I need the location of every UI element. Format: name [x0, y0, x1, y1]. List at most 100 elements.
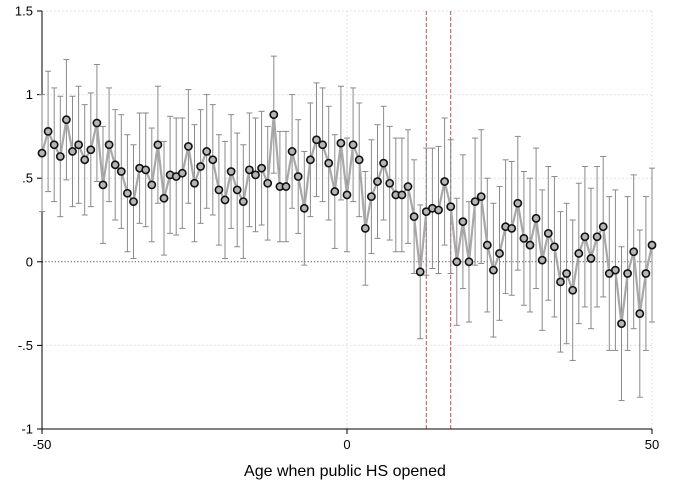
y-tick-label: .5 — [22, 171, 33, 186]
data-point — [550, 242, 559, 252]
data-point — [458, 217, 468, 227]
data-point — [592, 232, 602, 242]
data-points — [37, 110, 657, 329]
data-point — [574, 249, 584, 258]
data-point — [299, 203, 309, 213]
data-point — [269, 110, 279, 120]
data-point — [263, 178, 273, 188]
data-point — [348, 140, 358, 150]
data-point — [196, 162, 205, 171]
data-point — [434, 205, 443, 215]
data-point — [482, 240, 492, 250]
data-point — [635, 309, 645, 319]
data-point — [446, 202, 456, 212]
data-point — [183, 142, 193, 151]
data-point — [507, 223, 517, 233]
data-point — [281, 182, 291, 191]
data-point — [525, 240, 535, 250]
data-point — [409, 212, 419, 222]
data-point — [641, 269, 651, 278]
data-point — [202, 147, 212, 156]
data-point — [251, 170, 260, 180]
data-point — [568, 285, 578, 295]
data-point — [415, 267, 425, 277]
data-point — [37, 148, 47, 158]
y-tick-label: 1.5 — [15, 4, 33, 19]
data-point — [531, 213, 541, 223]
data-point — [312, 135, 321, 145]
y-tick-label: -.5 — [18, 338, 33, 353]
data-point — [55, 152, 65, 161]
data-point — [141, 165, 151, 175]
data-point — [287, 147, 297, 156]
x-tick-label: -50 — [33, 437, 52, 452]
data-point — [43, 126, 53, 136]
data-point — [452, 257, 462, 267]
data-point — [257, 163, 266, 173]
data-point — [110, 160, 120, 170]
data-point — [476, 192, 486, 201]
data-point — [403, 182, 413, 191]
data-point — [74, 140, 83, 150]
data-point — [232, 185, 242, 195]
data-point — [92, 118, 102, 128]
data-point — [324, 158, 334, 168]
data-point — [629, 247, 639, 257]
data-point — [373, 177, 382, 186]
data-point — [543, 228, 553, 238]
data-point — [580, 232, 590, 242]
data-point — [385, 178, 395, 188]
data-point — [611, 265, 620, 275]
data-point — [586, 254, 596, 263]
data-point — [129, 197, 138, 207]
data-point — [153, 140, 163, 150]
data-point — [220, 195, 230, 205]
data-point — [598, 222, 608, 232]
data-point — [617, 319, 626, 329]
data-point — [519, 233, 529, 243]
data-point — [354, 155, 364, 165]
data-point — [495, 249, 504, 258]
x-axis-title: Age when public HS opened — [244, 463, 446, 480]
data-point — [318, 140, 327, 150]
y-tick-label: 0 — [26, 254, 33, 269]
data-point — [86, 145, 96, 155]
data-point — [123, 188, 132, 198]
data-point — [440, 177, 449, 186]
y-tick-label: 1 — [26, 87, 33, 102]
data-point — [360, 223, 370, 233]
x-tick-label: 0 — [343, 437, 350, 452]
data-point — [470, 197, 480, 207]
data-point — [397, 190, 407, 200]
data-point — [464, 257, 474, 267]
data-point — [305, 155, 315, 165]
data-point — [562, 269, 571, 278]
axes — [37, 10, 653, 434]
data-point — [68, 147, 77, 156]
reference-lines — [42, 11, 652, 429]
tick-labels: -1 -.5 0 .5 1 1.5 -50 0 50 — [15, 4, 659, 453]
data-point — [342, 190, 352, 200]
data-point — [226, 167, 236, 176]
data-point — [238, 197, 248, 207]
data-point — [104, 140, 114, 150]
data-point — [488, 265, 498, 275]
data-point — [537, 255, 547, 265]
data-point — [49, 140, 59, 150]
data-point — [379, 158, 388, 168]
x-tick-label: 50 — [645, 437, 659, 452]
data-point — [244, 165, 254, 175]
data-point — [336, 138, 346, 148]
data-point — [366, 192, 376, 201]
data-point — [116, 167, 126, 176]
data-point — [330, 187, 340, 196]
data-point — [214, 185, 224, 195]
y-tick-label: -1 — [21, 422, 33, 437]
data-point — [159, 193, 169, 203]
data-point — [513, 198, 523, 208]
data-point — [647, 240, 657, 250]
data-point — [556, 277, 565, 287]
data-point — [623, 269, 632, 278]
data-point — [190, 178, 199, 188]
data-point — [208, 155, 218, 165]
